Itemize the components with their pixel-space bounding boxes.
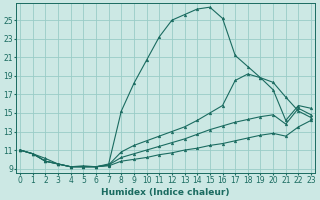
X-axis label: Humidex (Indice chaleur): Humidex (Indice chaleur) bbox=[101, 188, 230, 197]
